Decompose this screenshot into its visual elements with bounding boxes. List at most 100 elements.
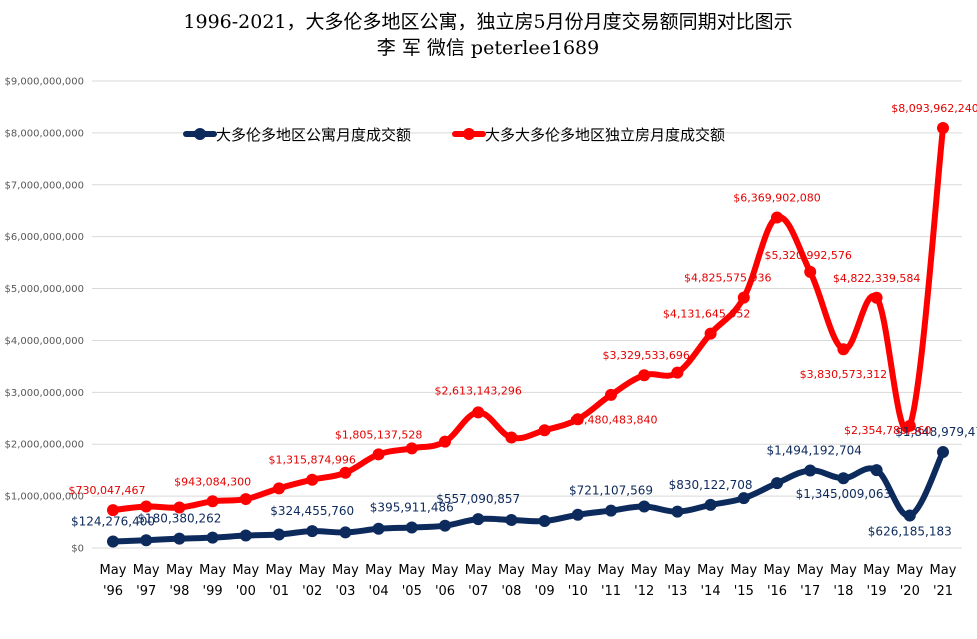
- condo-data-point: [937, 446, 949, 459]
- x-tick-label: May: [797, 563, 824, 578]
- house-data-point: [804, 265, 817, 278]
- condo-data-point: [107, 535, 119, 548]
- condo-data-point: [372, 522, 385, 535]
- condo-data-point: [439, 519, 451, 532]
- condo-data-label: $180,380,262: [137, 512, 221, 526]
- house-data-point: [903, 419, 916, 432]
- x-tick-label: '20: [900, 584, 920, 599]
- x-tick-label: May: [133, 563, 160, 578]
- x-tick-label: '18: [833, 584, 853, 599]
- x-tick-label: May: [199, 563, 226, 578]
- x-tick-label: May: [764, 563, 791, 578]
- chart-subtitle: 李 军 微信 peterlee1689: [377, 37, 599, 59]
- x-tick-label: '17: [800, 584, 820, 599]
- house-data-point: [239, 493, 252, 506]
- condo-data-label: $1,345,009,063: [796, 487, 891, 501]
- x-tick-label: May: [896, 563, 923, 578]
- x-tick-label: '07: [468, 584, 488, 599]
- y-tick-label: $1,000,000,000: [4, 492, 84, 503]
- legend-label: 大多大多伦多地区独立房月度成交额: [485, 126, 725, 144]
- house-data-label: $2,613,143,296: [434, 384, 521, 397]
- house-data-label: $1,315,874,996: [268, 454, 355, 467]
- x-tick-label: May: [432, 563, 459, 578]
- x-tick-label: '08: [501, 584, 521, 599]
- condo-data-point: [239, 529, 252, 542]
- condo-data-point: [306, 525, 319, 538]
- x-tick-label: '96: [103, 584, 123, 599]
- legend: 大多伦多地区公寓月度成交额 大多大多伦多地区独立房月度成交额: [183, 126, 725, 144]
- condo-data-label: $626,185,183: [868, 525, 952, 539]
- condo-data-point: [804, 464, 817, 477]
- house-data-point: [737, 291, 750, 304]
- condo-data-point: [870, 464, 883, 477]
- x-tick-label: May: [531, 563, 558, 578]
- house-data-label: $730,047,467: [69, 484, 146, 497]
- x-tick-label: May: [664, 563, 691, 578]
- x-tick-label: May: [266, 563, 293, 578]
- x-tick-label: '13: [667, 584, 687, 599]
- house-data-label: $4,825,575,936: [684, 272, 771, 285]
- x-tick-label: '12: [634, 584, 654, 599]
- condo-data-point: [472, 513, 485, 526]
- condo-data-point: [903, 509, 916, 522]
- house-series-line: [110, 125, 946, 514]
- y-axis: $0 $1,000,000,000 $2,000,000,000 $3,000,000…: [4, 77, 84, 555]
- house-data-label: $2,354,786,560: [844, 424, 931, 437]
- x-tick-label: May: [100, 563, 127, 578]
- x-tick-label: May: [232, 563, 259, 578]
- x-tick-label: '01: [269, 584, 289, 599]
- house-data-point: [372, 448, 385, 461]
- condo-data-point: [505, 513, 518, 526]
- condo-data-label: $557,090,857: [436, 492, 520, 506]
- x-tick-label: '03: [335, 584, 355, 599]
- x-tick-label: '05: [402, 584, 422, 599]
- y-tick-label: $5,000,000,000: [4, 284, 84, 295]
- house-data-label: $5,320,992,576: [764, 249, 851, 262]
- house-data-point: [405, 442, 418, 455]
- x-tick-label: '15: [734, 584, 754, 599]
- house-data-point: [638, 369, 651, 382]
- condo-data-label: $395,911,486: [370, 500, 454, 514]
- house-data-point: [571, 413, 584, 426]
- x-axis: May '96 May '97 May '98 May '99 May '00 May '01 May '…: [100, 563, 957, 599]
- x-tick-label: May: [830, 563, 857, 578]
- x-tick-label: '19: [867, 584, 887, 599]
- y-tick-label: $0: [71, 544, 84, 555]
- chart-title: 1996-2021，大多伦多地区公寓，独立房5月份月度交易额同期对比图示: [183, 11, 792, 33]
- house-data-label: $3,830,573,312: [800, 368, 887, 381]
- condo-data-point: [173, 532, 186, 545]
- condo-data-point: [273, 528, 285, 541]
- condo-data-point: [405, 521, 418, 534]
- legend-marker: [194, 128, 206, 140]
- condo-data-label: $324,455,760: [270, 504, 354, 518]
- y-tick-label: $3,000,000,000: [4, 388, 84, 399]
- house-data-point: [704, 327, 717, 340]
- legend-label: 大多伦多地区公寓月度成交额: [216, 126, 411, 144]
- condo-data-point: [339, 526, 352, 539]
- house-data-point: [671, 366, 684, 379]
- x-tick-label: '11: [601, 584, 621, 599]
- x-tick-label: '16: [767, 584, 787, 599]
- series-points: [107, 122, 949, 548]
- condo-data-point: [704, 498, 717, 511]
- x-tick-label: May: [299, 563, 326, 578]
- x-tick-label: May: [398, 563, 425, 578]
- condo-data-point: [571, 508, 584, 521]
- house-data-label: $8,093,962,240: [891, 102, 977, 115]
- house-data-label: $4,131,645,952: [663, 308, 750, 321]
- x-tick-label: '04: [369, 584, 389, 599]
- house-data-label: $2,480,483,840: [570, 413, 657, 426]
- x-tick-label: '97: [136, 584, 156, 599]
- x-tick-label: May: [631, 563, 658, 578]
- y-tick-label: $9,000,000,000: [4, 77, 84, 88]
- condo-data-point: [638, 500, 651, 513]
- condo-data-label: $1,494,192,704: [766, 443, 861, 457]
- house-data-point: [173, 501, 186, 514]
- x-tick-label: '10: [568, 584, 588, 599]
- condo-data-point: [206, 531, 219, 544]
- x-tick-label: May: [730, 563, 757, 578]
- gridlines: [92, 80, 962, 549]
- condo-data-label: $721,107,569: [569, 484, 653, 498]
- x-tick-label: May: [498, 563, 525, 578]
